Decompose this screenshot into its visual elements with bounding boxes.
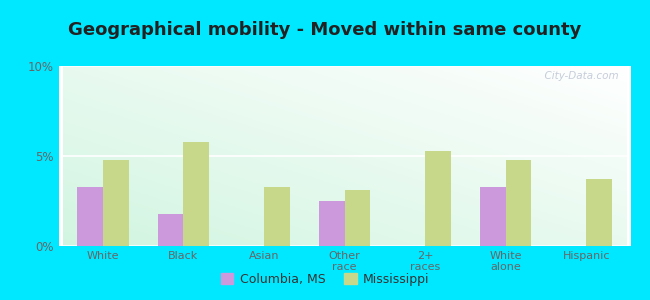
Bar (264, 187, 290, 246)
Bar (344, 190, 370, 246)
Bar (183, 142, 209, 246)
Bar (506, 160, 532, 246)
Text: City-Data.com: City-Data.com (538, 71, 619, 81)
Text: Geographical mobility - Moved within same county: Geographical mobility - Moved within sam… (68, 21, 582, 39)
Bar (103, 160, 129, 246)
Legend: Columbia, MS, Mississippi: Columbia, MS, Mississippi (216, 268, 434, 291)
Bar (318, 201, 344, 246)
Bar (157, 214, 183, 246)
Bar (77, 187, 103, 246)
Bar (586, 179, 612, 246)
Bar (425, 151, 451, 246)
Bar (480, 187, 506, 246)
